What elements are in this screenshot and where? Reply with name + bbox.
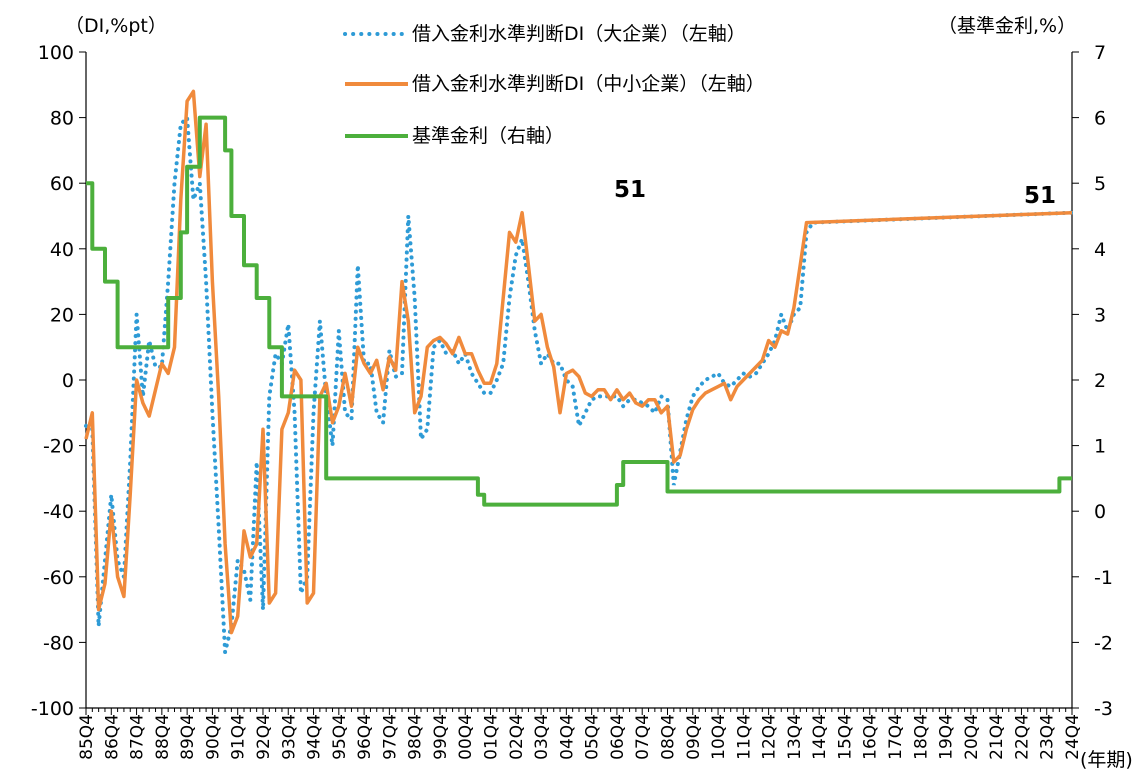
- left-tick-label: -20: [43, 436, 74, 458]
- x-axis-unit: (年期): [1080, 749, 1133, 771]
- right-tick-label: 1: [1094, 436, 1106, 458]
- right-tick-label: 5: [1094, 173, 1106, 195]
- x-tick-label: 93Q4: [279, 714, 299, 760]
- right-tick-label: 6: [1094, 108, 1106, 130]
- right-tick-label: 3: [1094, 304, 1106, 326]
- right-tick-label: 2: [1094, 370, 1106, 392]
- right-tick-label: 0: [1094, 501, 1106, 523]
- x-tick-label: 94Q4: [305, 714, 325, 760]
- x-tick-label: 13Q4: [785, 714, 805, 760]
- annotation-latest: 51: [1024, 183, 1056, 209]
- legend-label-large: 借入金利水準判断DI（大企業）（左軸）: [412, 23, 746, 45]
- x-tick-label: 00Q4: [456, 714, 476, 760]
- x-tick-label: 03Q4: [532, 714, 552, 760]
- x-tick-label: 91Q4: [229, 714, 249, 760]
- x-tick-label: 97Q4: [380, 714, 400, 760]
- annotation-peak-2007: 51: [614, 177, 646, 203]
- left-tick-label: -60: [43, 567, 74, 589]
- x-tick-label: 02Q4: [507, 714, 527, 760]
- legend-label-sme: 借入金利水準判断DI（中小企業）（左軸）: [412, 73, 765, 95]
- x-axis-ticks: 85Q4 86Q4 87Q4 88Q4 89Q4 90Q4 91Q4 92Q4 93Q4 94Q4…: [77, 708, 1083, 760]
- x-tick-label: 07Q4: [633, 714, 653, 760]
- x-tick-label: 17Q4: [886, 714, 906, 760]
- x-tick-label: 15Q4: [835, 714, 855, 760]
- x-tick-label: 19Q4: [937, 714, 957, 760]
- x-tick-label: 12Q4: [760, 714, 780, 760]
- legend: 借入金利水準判断DI（大企業）（左軸） 借入金利水準判断DI（中小企業）（左軸）…: [343, 23, 765, 147]
- x-tick-label: 23Q4: [1038, 714, 1058, 760]
- x-tick-label: 95Q4: [330, 714, 350, 760]
- x-tick-label: 21Q4: [987, 714, 1007, 760]
- x-tick-label: 99Q4: [431, 714, 451, 760]
- right-tick-label: -2: [1094, 632, 1113, 654]
- left-tick-label: -40: [43, 501, 74, 523]
- series-sme-line: [84, 89, 1073, 635]
- x-tick-label: 16Q4: [861, 714, 881, 760]
- left-tick-label: 0: [62, 370, 74, 392]
- x-tick-label: 92Q4: [254, 714, 274, 760]
- x-tick-label: 96Q4: [355, 714, 375, 760]
- x-tick-label: 89Q4: [178, 714, 198, 760]
- left-axis-unit: （DI,%pt）: [65, 15, 167, 37]
- left-tick-label: 20: [50, 304, 74, 326]
- x-tick-label: 05Q4: [583, 714, 603, 760]
- left-tick-label: 60: [50, 173, 74, 195]
- x-tick-label: 22Q4: [1012, 714, 1032, 760]
- x-tick-label: 04Q4: [557, 714, 577, 760]
- left-tick-label: -80: [43, 632, 74, 654]
- x-tick-label: 90Q4: [203, 714, 223, 760]
- right-axis-unit: （基準金利,%）: [938, 15, 1076, 37]
- x-tick-label: 14Q4: [810, 714, 830, 760]
- legend-label-rate: 基準金利（右軸）: [412, 125, 564, 147]
- right-tick-label: -1: [1094, 567, 1113, 589]
- left-tick-label: 100: [38, 42, 74, 64]
- series-large-enterprise-line: [84, 112, 1074, 653]
- x-tick-label: 85Q4: [77, 714, 97, 760]
- x-tick-label: 86Q4: [102, 714, 122, 760]
- x-tick-label: 98Q4: [406, 714, 426, 760]
- right-axis-ticks: 7 6 5 4 3 2 1 0 -1 -2 -3: [1072, 42, 1113, 720]
- right-tick-label: -3: [1094, 698, 1113, 720]
- series-base-rate-line: [86, 115, 1072, 507]
- right-tick-label: 4: [1094, 239, 1106, 261]
- x-tick-label: 20Q4: [962, 714, 982, 760]
- x-tick-label: 10Q4: [709, 714, 729, 760]
- x-tick-label: 08Q4: [658, 714, 678, 760]
- left-tick-label: 80: [50, 108, 74, 130]
- left-axis-ticks: 100 80 60 40 20 0 -20 -40 -60 -80 -100: [31, 42, 86, 720]
- x-tick-label: 09Q4: [684, 714, 704, 760]
- x-tick-label: 24Q4: [1063, 714, 1083, 760]
- left-tick-label: -100: [31, 698, 74, 720]
- right-tick-label: 7: [1094, 42, 1106, 64]
- x-tick-label: 87Q4: [128, 714, 148, 760]
- x-tick-label: 11Q4: [734, 714, 754, 760]
- x-tick-label: 88Q4: [153, 714, 173, 760]
- x-tick-label: 01Q4: [482, 714, 502, 760]
- x-tick-label: 18Q4: [911, 714, 931, 760]
- left-tick-label: 40: [50, 239, 74, 261]
- x-tick-label: 06Q4: [608, 714, 628, 760]
